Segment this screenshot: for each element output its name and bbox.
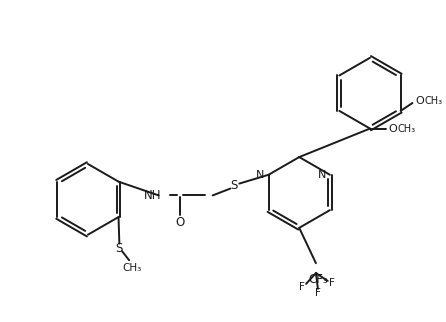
Text: NH: NH	[144, 189, 161, 202]
Text: S: S	[231, 179, 238, 192]
Text: O: O	[415, 96, 424, 106]
Text: CF₃: CF₃	[308, 273, 328, 286]
Text: F: F	[299, 282, 305, 292]
Text: S: S	[116, 242, 123, 255]
Text: CH₃: CH₃	[397, 124, 416, 134]
Text: O: O	[388, 124, 397, 134]
Text: N: N	[318, 170, 326, 180]
Text: CH₃: CH₃	[424, 96, 442, 106]
Text: O: O	[176, 216, 185, 230]
Text: F: F	[315, 288, 321, 298]
Text: N: N	[256, 170, 264, 180]
Text: CH₃: CH₃	[123, 263, 142, 273]
Text: F: F	[329, 278, 334, 288]
